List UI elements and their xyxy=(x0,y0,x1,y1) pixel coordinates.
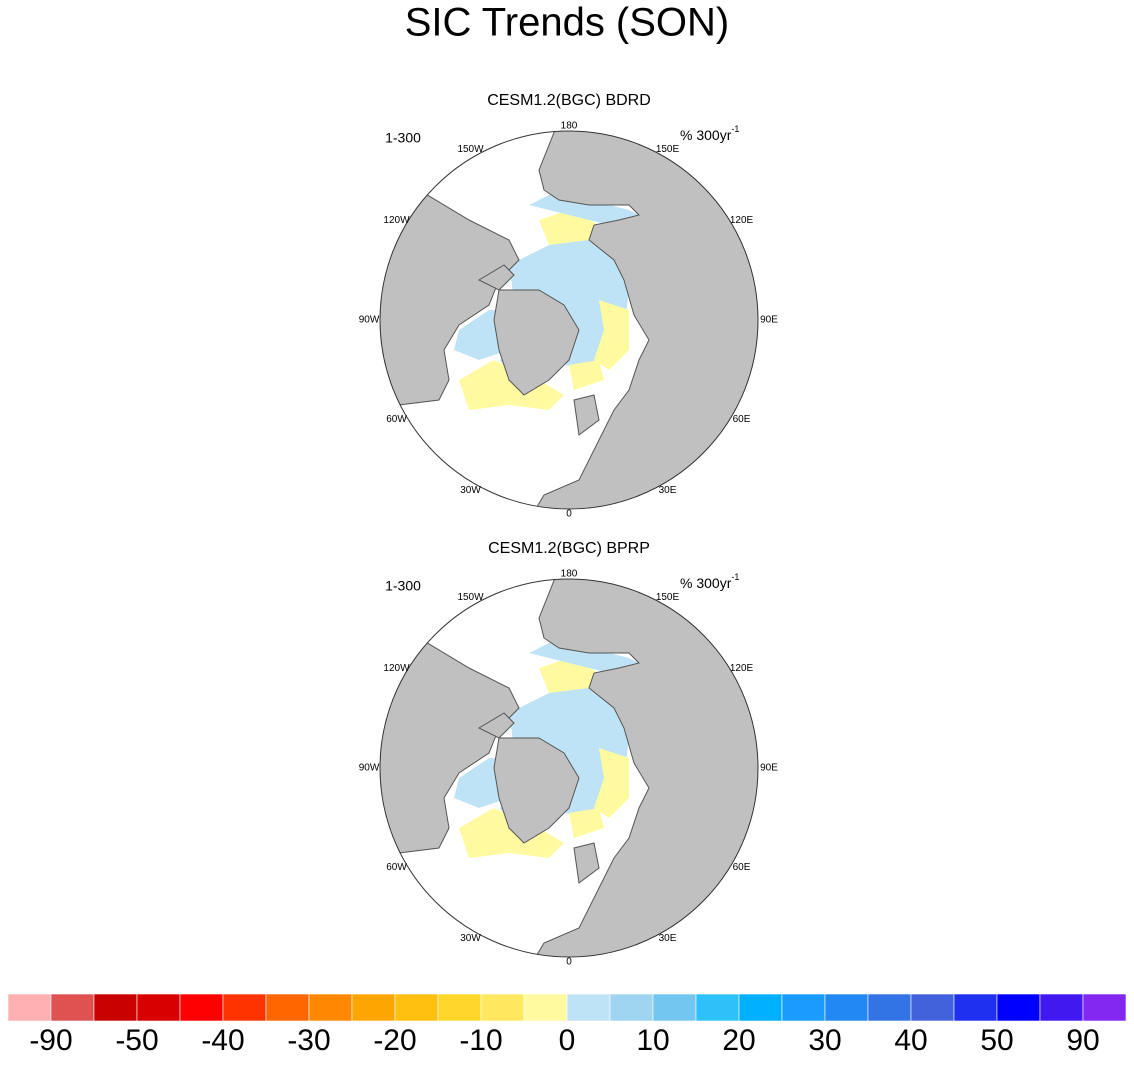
longitude-label: 60E xyxy=(733,414,751,425)
panel-title: CESM1.2(BGC) BPRP xyxy=(488,540,650,557)
period-label: 1-300 xyxy=(385,578,421,594)
colorbar-box xyxy=(50,993,95,1022)
units-text: % 300yr xyxy=(680,127,732,143)
colorbar-box xyxy=(394,993,439,1022)
colorbar-box xyxy=(308,993,353,1022)
units-text: % 300yr xyxy=(680,575,732,591)
longitude-label: 30W xyxy=(460,485,481,496)
colorbar-label: -50 xyxy=(115,1024,158,1057)
panel-title: CESM1.2(BGC) BDRD xyxy=(487,92,651,109)
longitude-label: 30E xyxy=(659,933,677,944)
longitude-label: 90W xyxy=(359,315,380,326)
colorbar-label: -90 xyxy=(29,1024,72,1057)
longitude-label: 150E xyxy=(656,592,680,603)
units-label: % 300yr-1 xyxy=(680,124,739,142)
colorbar-box xyxy=(179,993,224,1022)
colorbar-box xyxy=(953,993,998,1022)
colorbar-box xyxy=(7,993,52,1022)
longitude-label: 150W xyxy=(457,592,484,603)
colorbar-label: 30 xyxy=(808,1024,841,1057)
colorbar-box xyxy=(695,993,740,1022)
colorbar-box xyxy=(566,993,611,1022)
colorbar-box xyxy=(738,993,783,1022)
longitude-label: 180 xyxy=(561,569,578,580)
colorbar-box xyxy=(1082,993,1127,1022)
colorbar-box xyxy=(437,993,482,1022)
colorbar-box xyxy=(781,993,826,1022)
longitude-label: 0 xyxy=(566,957,572,968)
colorbar-box xyxy=(652,993,697,1022)
polar-map xyxy=(359,120,769,520)
longitude-label: 120E xyxy=(730,215,754,226)
colorbar-box xyxy=(867,993,912,1022)
map-panel: CESM1.2(BGC) BDRD 1-300 % 300yr-1 180 150E 12… xyxy=(359,92,778,520)
colorbar-box xyxy=(910,993,955,1022)
colorbar-label: -10 xyxy=(459,1024,502,1057)
longitude-label: 60W xyxy=(386,862,407,873)
longitude-label: 90W xyxy=(359,763,380,774)
longitude-label: 90E xyxy=(760,763,778,774)
colorbar-box xyxy=(136,993,181,1022)
colorbar-box xyxy=(93,993,138,1022)
longitude-label: 60E xyxy=(733,862,751,873)
longitude-label: 0 xyxy=(566,509,572,520)
colorbar-label: 50 xyxy=(980,1024,1013,1057)
colorbar-box xyxy=(609,993,654,1022)
figure-title: SIC Trends (SON) xyxy=(405,1,730,45)
longitude-label: 120E xyxy=(730,663,754,674)
period-label: 1-300 xyxy=(385,130,421,146)
longitude-label: 180 xyxy=(561,121,578,132)
colorbar-label: 10 xyxy=(636,1024,669,1057)
units-exponent: -1 xyxy=(731,124,739,134)
longitude-label: 30W xyxy=(460,933,481,944)
polar-map xyxy=(359,568,769,968)
colorbar-label: -40 xyxy=(201,1024,244,1057)
map-panel: CESM1.2(BGC) BPRP 1-300 % 300yr-1 180 150E 12… xyxy=(359,540,778,968)
colorbar-box xyxy=(351,993,396,1022)
longitude-label: 90E xyxy=(760,315,778,326)
longitude-label: 30E xyxy=(659,485,677,496)
longitude-label: 60W xyxy=(386,414,407,425)
colorbar-box xyxy=(824,993,869,1022)
colorbar-box xyxy=(222,993,267,1022)
colorbar-label: 40 xyxy=(894,1024,927,1057)
colorbar-label: 20 xyxy=(722,1024,755,1057)
longitude-label: 120W xyxy=(383,663,410,674)
colorbar-box xyxy=(1039,993,1084,1022)
colorbar-box xyxy=(480,993,525,1022)
colorbar-label: 0 xyxy=(559,1024,576,1057)
colorbar-label: -30 xyxy=(287,1024,330,1057)
longitude-label: 150E xyxy=(656,144,680,155)
colorbar: -90 -50 -40 -30 -20 -10 0 10 20 30 40 50 90 xyxy=(7,993,1127,1057)
units-exponent: -1 xyxy=(731,572,739,582)
units-label: % 300yr-1 xyxy=(680,572,739,590)
longitude-label: 120W xyxy=(383,215,410,226)
colorbar-label: 90 xyxy=(1066,1024,1099,1057)
colorbar-box xyxy=(996,993,1041,1022)
colorbar-box xyxy=(523,993,568,1022)
longitude-label: 150W xyxy=(457,144,484,155)
colorbar-box xyxy=(265,993,310,1022)
colorbar-label: -20 xyxy=(373,1024,416,1057)
